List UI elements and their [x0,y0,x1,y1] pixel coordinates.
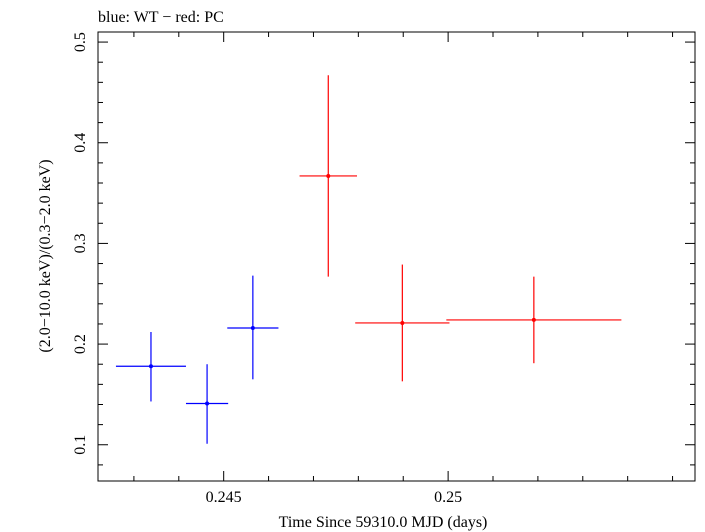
data-point [531,317,536,322]
x-axis-label: Time Since 59310.0 MJD (days) [279,514,488,531]
plot-frame [97,31,696,482]
y-tick-label: 0.3 [72,233,89,253]
y-axis-label: (2.0−10.0 keV)/(0.3−2.0 keV) [37,159,54,352]
data-point [326,173,331,178]
y-tick-label: 0.5 [72,32,89,52]
data-point [400,320,405,325]
data-points [115,75,622,444]
series-pc [299,75,622,382]
y-tick-label: 0.4 [72,133,89,153]
axis-tick-labels: 0.245 0.25 0.1 0.2 0.3 0.4 0.5 [72,32,462,506]
series-wt [115,275,279,444]
x-tick-label: 0.245 [206,489,242,506]
data-point [205,401,210,406]
y-tick-label: 0.2 [72,334,89,354]
data-point [250,325,255,330]
chart-title: blue: WT − red: PC [98,9,224,26]
y-tick-label: 0.1 [72,435,89,455]
axis-ticks [98,32,695,481]
x-tick-label: 0.25 [434,489,462,506]
data-point [148,364,153,369]
